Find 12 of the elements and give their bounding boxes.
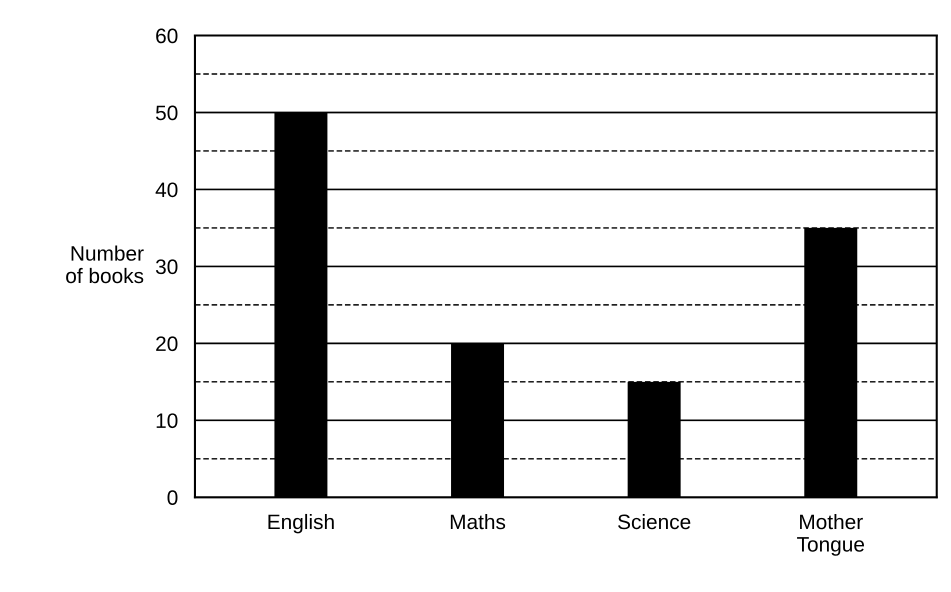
x-tick-label: Science — [618, 514, 690, 530]
y-tick-label: 30 — [156, 259, 178, 274]
y-tick-label: 40 — [156, 182, 178, 198]
x-tick-label: Mother Tongue — [797, 514, 864, 556]
y-tick-label: 50 — [156, 105, 178, 120]
y-tick-label: 0 — [168, 490, 178, 506]
y-tick-label: 20 — [156, 336, 178, 352]
y-tick-label: 60 — [156, 28, 178, 44]
x-tick-label: English — [268, 514, 334, 534]
y-tick-label: 10 — [156, 413, 178, 428]
x-tick-label: Maths — [450, 514, 506, 530]
y-axis-title: Number of books — [66, 245, 144, 284]
